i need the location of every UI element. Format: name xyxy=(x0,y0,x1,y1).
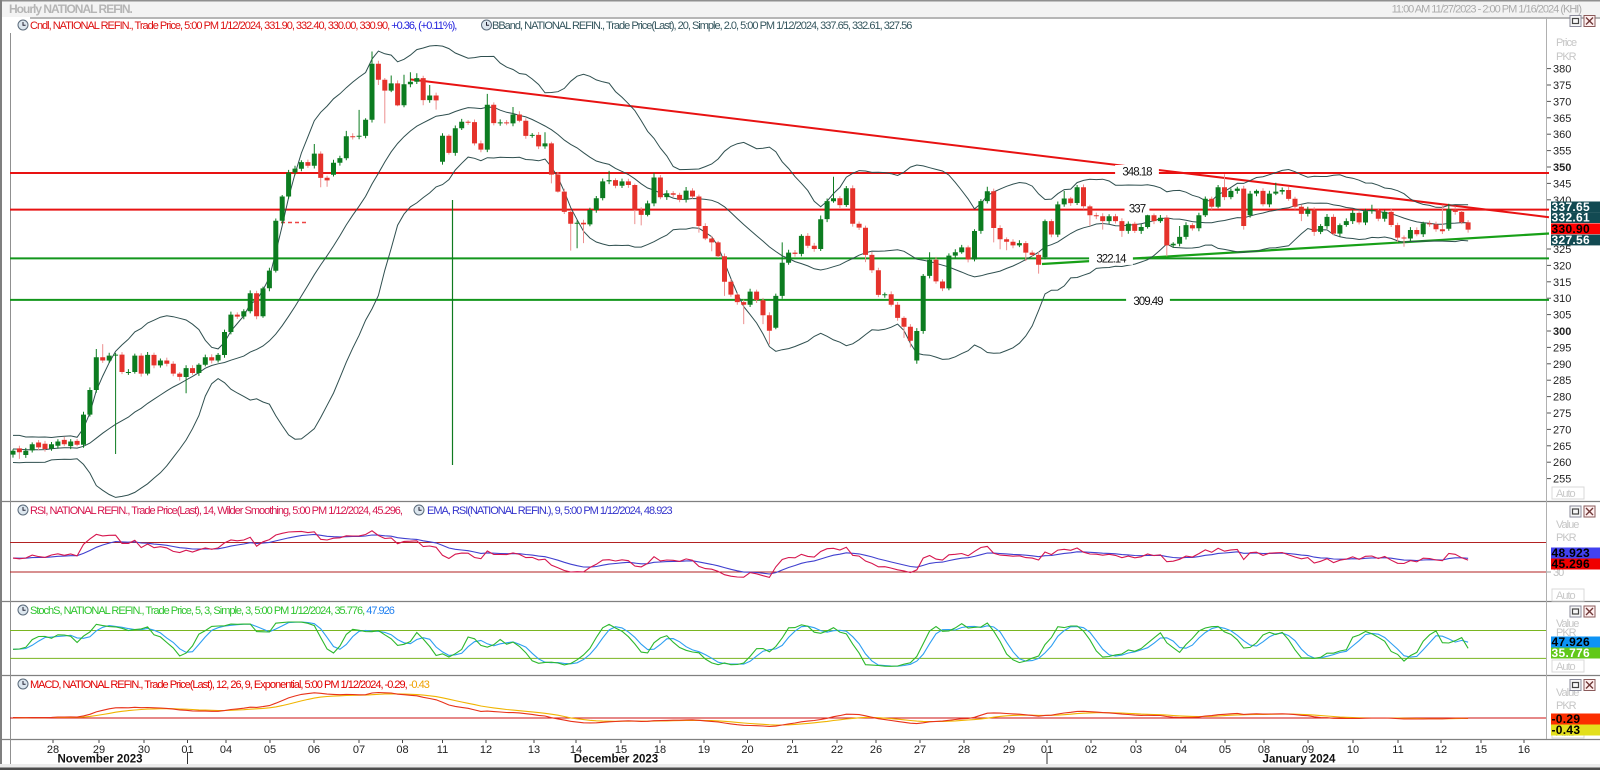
svg-text:13: 13 xyxy=(528,744,540,756)
svg-text:05: 05 xyxy=(264,744,276,756)
svg-text:315: 315 xyxy=(1553,277,1571,289)
svg-text:26: 26 xyxy=(870,744,882,756)
svg-text:270: 270 xyxy=(1553,424,1571,436)
svg-text:365: 365 xyxy=(1553,113,1571,125)
svg-text:-0.43: -0.43 xyxy=(1552,723,1581,737)
svg-text:345: 345 xyxy=(1553,178,1571,190)
svg-text:November 2023: November 2023 xyxy=(57,754,142,766)
svg-text:355: 355 xyxy=(1553,146,1571,158)
svg-text:PKR: PKR xyxy=(1556,51,1577,63)
svg-text:PKR: PKR xyxy=(1556,627,1577,639)
svg-text:10: 10 xyxy=(1347,744,1359,756)
svg-text:07: 07 xyxy=(353,744,365,756)
svg-text:290: 290 xyxy=(1553,359,1571,371)
svg-text:05: 05 xyxy=(1219,744,1231,756)
svg-text:Auto: Auto xyxy=(1556,661,1576,673)
svg-text:January 2024: January 2024 xyxy=(1263,754,1336,766)
svg-text:45.296: 45.296 xyxy=(1552,557,1591,571)
svg-text:14: 14 xyxy=(570,744,582,756)
svg-text:09: 09 xyxy=(1302,744,1314,756)
svg-text:309.49: 309.49 xyxy=(1133,296,1163,308)
svg-text:22: 22 xyxy=(831,744,843,756)
svg-text:Auto: Auto xyxy=(1556,590,1576,602)
svg-text:15: 15 xyxy=(615,744,627,756)
svg-text:Hourly NATIONAL REFIN.: Hourly NATIONAL REFIN. xyxy=(9,2,133,16)
svg-text:Cndl, NATIONAL REFIN., Trade P: Cndl, NATIONAL REFIN., Trade Price, 5:00… xyxy=(30,20,457,32)
svg-text:11:00 AM 11/27/2023 - 2:00 PM: 11:00 AM 11/27/2023 - 2:00 PM 1/16/2024 … xyxy=(1392,4,1582,16)
svg-text:322.14: 322.14 xyxy=(1096,253,1127,265)
svg-text:29: 29 xyxy=(93,744,105,756)
svg-text:04: 04 xyxy=(220,744,232,756)
svg-text:MACD, NATIONAL REFIN., Trade P: MACD, NATIONAL REFIN., Trade Price(Last)… xyxy=(30,679,430,691)
svg-text:08: 08 xyxy=(396,744,408,756)
svg-text:04: 04 xyxy=(1175,744,1187,756)
svg-text:16: 16 xyxy=(1518,744,1530,756)
svg-text:260: 260 xyxy=(1553,457,1571,469)
svg-text:337.65: 337.65 xyxy=(1552,200,1591,214)
svg-text:StochS, NATIONAL REFIN., Trade: StochS, NATIONAL REFIN., Trade Price, 5,… xyxy=(30,605,395,617)
svg-text:325: 325 xyxy=(1553,244,1571,256)
svg-text:18: 18 xyxy=(654,744,666,756)
svg-text:370: 370 xyxy=(1553,96,1571,108)
svg-text:Value: Value xyxy=(1556,618,1579,630)
svg-text:28: 28 xyxy=(47,744,59,756)
svg-text:02: 02 xyxy=(1085,744,1097,756)
svg-text:350: 350 xyxy=(1553,162,1571,174)
svg-text:348.18: 348.18 xyxy=(1122,167,1152,179)
svg-text:08: 08 xyxy=(1258,744,1270,756)
svg-text:December 2023: December 2023 xyxy=(574,754,658,766)
svg-text:11: 11 xyxy=(1392,744,1403,756)
svg-text:-0.29: -0.29 xyxy=(1552,712,1581,726)
svg-text:29: 29 xyxy=(1003,744,1015,756)
svg-text:BBand, NATIONAL REFIN., Trade: BBand, NATIONAL REFIN., Trade Price(Last… xyxy=(492,20,912,32)
svg-text:30: 30 xyxy=(1553,567,1564,579)
svg-text:35.776: 35.776 xyxy=(1552,646,1591,660)
svg-text:380: 380 xyxy=(1553,64,1571,76)
svg-text:375: 375 xyxy=(1553,80,1571,92)
svg-text:11: 11 xyxy=(437,744,448,756)
svg-text:12: 12 xyxy=(1435,744,1447,756)
svg-text:01: 01 xyxy=(1041,744,1053,756)
svg-text:Price: Price xyxy=(1556,37,1577,49)
svg-text:255: 255 xyxy=(1553,474,1571,486)
svg-text:RSI, NATIONAL REFIN., Trade Pr: RSI, NATIONAL REFIN., Trade Price(Last),… xyxy=(30,505,403,517)
svg-text:330.90: 330.90 xyxy=(1552,222,1591,236)
svg-text:EMA, RSI(NATIONAL REFIN.), 9,: EMA, RSI(NATIONAL REFIN.), 9, 5:00 PM 1/… xyxy=(427,505,672,517)
svg-text:PKR: PKR xyxy=(1556,700,1577,712)
svg-text:12: 12 xyxy=(480,744,492,756)
svg-text:03: 03 xyxy=(1130,744,1142,756)
svg-text:327.56: 327.56 xyxy=(1552,233,1591,247)
svg-text:06: 06 xyxy=(308,744,320,756)
svg-text:28: 28 xyxy=(958,744,970,756)
svg-text:01: 01 xyxy=(181,744,193,756)
svg-text:280: 280 xyxy=(1553,392,1571,404)
svg-text:20: 20 xyxy=(741,744,753,756)
svg-text:Auto: Auto xyxy=(1556,488,1576,500)
svg-text:360: 360 xyxy=(1553,129,1571,141)
svg-text:337: 337 xyxy=(1129,203,1146,215)
svg-text:265: 265 xyxy=(1553,441,1571,453)
svg-text:285: 285 xyxy=(1553,375,1571,387)
svg-text:48.923: 48.923 xyxy=(1552,546,1591,560)
svg-text:47.926: 47.926 xyxy=(1552,635,1591,649)
svg-text:Value: Value xyxy=(1556,519,1579,531)
svg-text:19: 19 xyxy=(698,744,710,756)
svg-text:PKR: PKR xyxy=(1556,532,1577,544)
svg-text:15: 15 xyxy=(1475,744,1487,756)
svg-text:310: 310 xyxy=(1553,293,1571,305)
svg-text:300: 300 xyxy=(1553,326,1571,338)
svg-text:275: 275 xyxy=(1553,408,1571,420)
svg-text:305: 305 xyxy=(1553,310,1571,322)
svg-text:21: 21 xyxy=(786,744,798,756)
svg-text:320: 320 xyxy=(1553,260,1571,272)
svg-text:30: 30 xyxy=(138,744,150,756)
svg-text:27: 27 xyxy=(914,744,926,756)
svg-text:332.61: 332.61 xyxy=(1552,211,1591,225)
svg-text:295: 295 xyxy=(1553,342,1571,354)
